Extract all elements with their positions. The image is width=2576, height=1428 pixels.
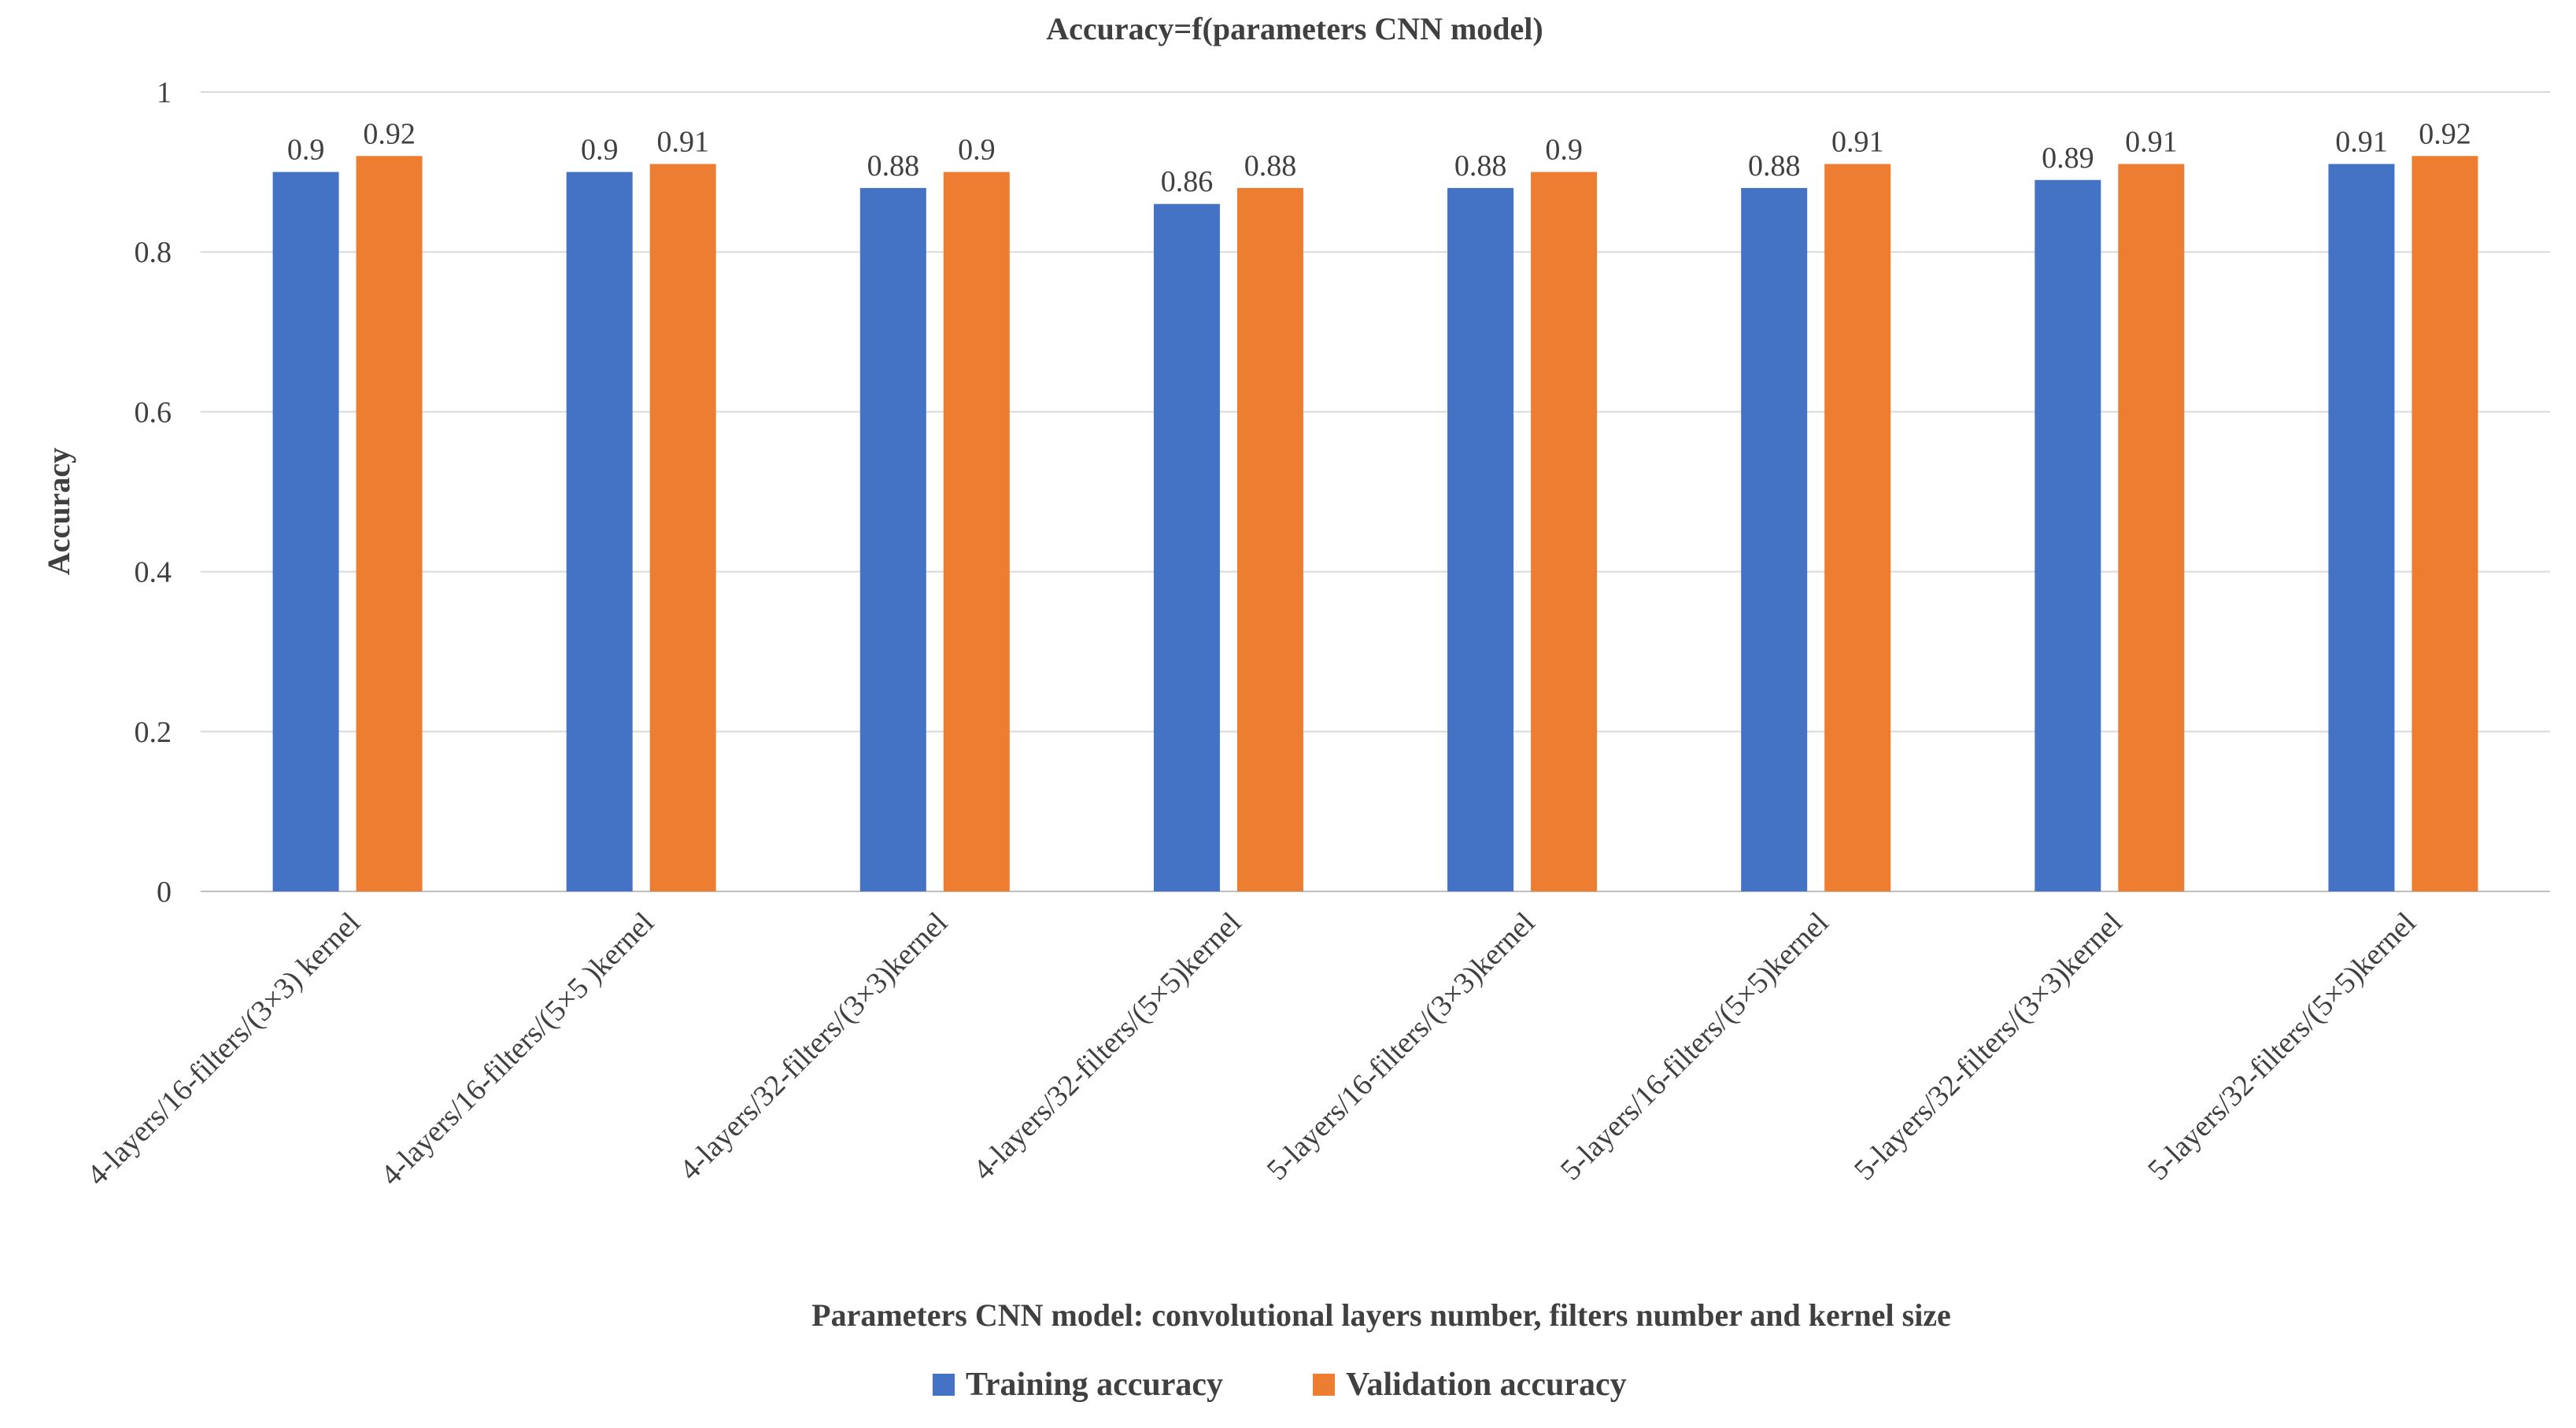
data-label: 0.9: [581, 134, 619, 167]
x-tick-label: 5-layers/16-filters/(3×3)kernel: [1261, 906, 1542, 1187]
x-axis-title: Parameters CNN model: convolutional laye…: [811, 1297, 1951, 1333]
data-label: 0.91: [2335, 125, 2388, 158]
data-label: 0.9: [1545, 134, 1583, 167]
bar: [1824, 164, 1891, 891]
y-tick-label: 0.8: [135, 236, 172, 269]
bar: [2035, 179, 2101, 891]
x-tick-label: 4-layers/16-filters/(3×3) kernel: [80, 906, 366, 1192]
legend: Training accuracy Validation accuracy: [933, 1367, 1627, 1403]
bar: [2412, 156, 2478, 891]
y-tick-label: 0.6: [135, 396, 172, 429]
data-label: 0.92: [2419, 117, 2471, 150]
data-label: 0.86: [1161, 165, 1214, 198]
data-label: 0.91: [1831, 125, 1884, 158]
y-tick-label: 0.4: [135, 556, 172, 589]
x-tick-label: 5-layers/16-filters/(5×5)kernel: [1554, 906, 1835, 1187]
data-label: 0.88: [1454, 149, 1507, 183]
y-tick-label: 0: [157, 876, 172, 909]
data-label: 0.92: [363, 117, 416, 150]
legend-label: Training accuracy: [966, 1367, 1223, 1403]
bar: [272, 172, 339, 892]
chart-title: Accuracy=f(parameters CNN model): [1046, 11, 1543, 46]
bar: [2118, 164, 2185, 891]
bar: [1153, 204, 1220, 891]
x-tick-label: 4-layers/16-filters/(5×5 )kernel: [375, 906, 660, 1192]
data-label: 0.88: [867, 149, 920, 183]
x-tick-label: 5-layers/32-filters/(5×5)kernel: [2142, 906, 2423, 1187]
data-label: 0.88: [1748, 149, 1801, 183]
bar: [356, 156, 423, 891]
y-axis-title: Accuracy: [41, 448, 76, 575]
data-label: 0.89: [2042, 142, 2094, 175]
data-label: 0.9: [958, 134, 996, 167]
bar: [1741, 187, 1808, 892]
bar: [1531, 172, 1598, 892]
bar: [1447, 187, 1514, 892]
bar: [566, 172, 633, 892]
data-label: 0.88: [1244, 149, 1297, 183]
legend-swatch: [933, 1374, 955, 1396]
legend-swatch: [1313, 1374, 1335, 1396]
y-tick-label: 0.2: [135, 716, 172, 749]
x-tick-label: 4-layers/32-filters/(5×5)kernel: [967, 906, 1248, 1187]
x-tick-label: 5-layers/32-filters/(3×3)kernel: [1848, 906, 2129, 1187]
bar: [859, 187, 926, 892]
x-tick-label: 4-layers/32-filters/(3×3)kernel: [673, 906, 954, 1187]
legend-label: Validation accuracy: [1346, 1367, 1627, 1403]
bar: [1236, 187, 1303, 892]
data-label: 0.91: [2125, 125, 2178, 158]
bar: [649, 164, 716, 891]
data-label: 0.91: [656, 125, 709, 158]
data-label: 0.9: [287, 134, 325, 167]
y-tick-label: 1: [157, 76, 172, 109]
bar: [2328, 164, 2395, 891]
bar: [943, 172, 1010, 892]
